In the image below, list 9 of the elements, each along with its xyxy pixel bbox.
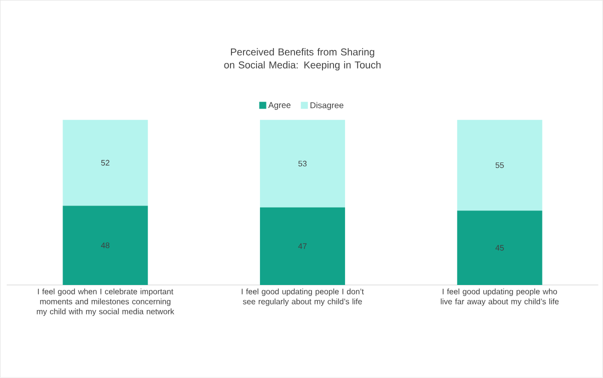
bar — [260, 207, 346, 286]
legend-label: Agree — [268, 102, 290, 110]
bar — [62, 120, 148, 206]
bar — [260, 120, 346, 208]
bar — [62, 206, 148, 286]
bar — [457, 120, 542, 211]
legend-label: Disagree — [310, 102, 344, 110]
chart-title: Perceived Benefits from Sharing on Social Media: Keeping in Touch — [224, 48, 381, 71]
bar — [457, 210, 542, 286]
